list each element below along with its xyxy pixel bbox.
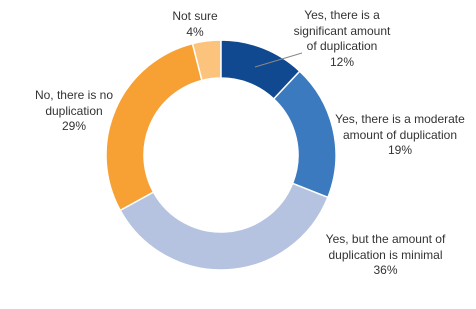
donut-segment xyxy=(272,70,337,199)
category-label: Not sure xyxy=(172,9,218,23)
donut-segment xyxy=(220,39,301,100)
category-label: Yes, there is a significant amount of du… xyxy=(293,8,391,53)
value-label: 12% xyxy=(329,54,355,69)
value-label: 36% xyxy=(373,263,398,277)
category-label: Yes, there is a moderate amount of dupli… xyxy=(335,112,465,142)
data-label: Yes, there is a significant amount of du… xyxy=(287,8,397,70)
category-label: No, there is no duplication xyxy=(34,88,114,118)
value-label: 29% xyxy=(61,119,87,133)
value-label: 19% xyxy=(387,143,413,157)
category-label: Yes, but the amount of duplication is mi… xyxy=(325,232,446,262)
value-label: 4% xyxy=(186,24,204,39)
data-label: No, there is no duplication 29% xyxy=(20,88,128,135)
leader-line xyxy=(254,52,303,68)
data-label: Not sure 4% xyxy=(155,9,235,40)
donut-segment xyxy=(119,182,329,271)
data-label: Yes, but the amount of duplication is mi… xyxy=(318,232,453,279)
donut-segment xyxy=(105,42,203,212)
data-label: Yes, there is a moderate amount of dupli… xyxy=(335,112,465,159)
